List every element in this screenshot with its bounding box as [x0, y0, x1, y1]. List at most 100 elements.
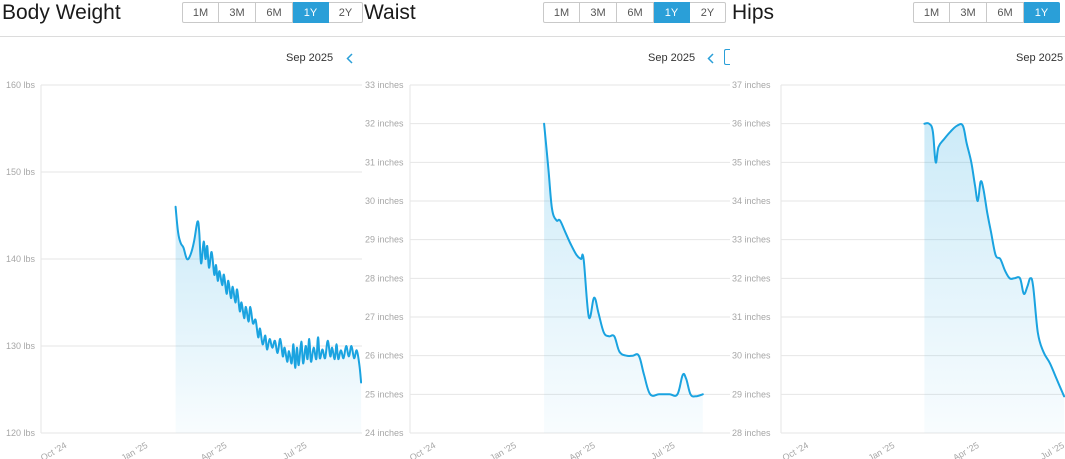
body-weight-data-point [317, 337, 318, 338]
body-weight-data-point [348, 356, 349, 357]
body-weight-data-point [197, 221, 198, 222]
hips-y-tick-label: 29 inches [732, 389, 771, 399]
waist-data-point [658, 394, 659, 395]
waist-range-3m-button[interactable]: 3M [580, 2, 617, 23]
waist-data-point [632, 355, 633, 356]
waist-data-point [619, 351, 620, 352]
body-weight-data-point [228, 280, 229, 281]
hips-data-point [932, 131, 933, 132]
hips-data-point [943, 139, 944, 140]
body-weight-range-1y-button[interactable]: 1Y [293, 2, 329, 23]
waist-title: Waist [364, 1, 416, 24]
hips-y-tick-label: 35 inches [732, 157, 771, 167]
body-weight-data-point [207, 245, 208, 246]
body-weight-data-point [313, 347, 314, 348]
body-weight-data-point [239, 311, 240, 312]
hips-data-point [987, 212, 988, 213]
body-weight-range-2y-button[interactable]: 2Y [329, 2, 363, 23]
waist-x-tick-label: Oct '24 [408, 440, 437, 459]
hips-range-1y-button[interactable]: 1Y [1024, 2, 1060, 23]
hips-data-point [1043, 351, 1044, 352]
body-weight-range-1m-button[interactable]: 1M [182, 2, 219, 23]
hips-data-point [928, 123, 929, 124]
body-weight-data-point [235, 302, 236, 303]
body-weight-divider [0, 36, 362, 37]
hips-data-point [1027, 285, 1028, 286]
waist-data-point [626, 355, 627, 356]
waist-data-point [544, 123, 545, 124]
hips-area-fill [924, 123, 1065, 434]
waist-data-point [695, 396, 696, 397]
body-weight-data-point [223, 274, 224, 275]
body-weight-area-fill [175, 206, 362, 433]
body-weight-month-label: Sep 2025 [286, 52, 334, 64]
body-weight-data-point [175, 206, 176, 207]
body-weight-data-point [282, 356, 283, 357]
body-weight-data-point [272, 347, 273, 348]
hips-x-tick-label: Oct '24 [781, 440, 810, 459]
hips-data-point [1004, 270, 1005, 271]
hips-y-tick-label: 32 inches [732, 273, 771, 283]
hips-data-point [1000, 258, 1001, 259]
waist-range-1y-button[interactable]: 1Y [654, 2, 690, 23]
waist-area-fill [544, 123, 703, 433]
body-weight-chart: 120 lbs 130 lbs 140 lbs 150 lbs 160 lbs Oct '… [6, 80, 362, 459]
hips-chart: 28 inches 29 inches 30 inches 31 inches 32 i… [732, 80, 1065, 459]
body-weight-data-point [183, 247, 184, 248]
body-weight-range-6m-button[interactable]: 6M [256, 2, 293, 23]
waist-y-tick-label: 31 inches [365, 157, 404, 167]
hips-range-6m-button[interactable]: 6M [987, 2, 1024, 23]
body-weight-data-point [259, 328, 260, 329]
waist-data-point [702, 394, 703, 395]
body-weight-data-point [265, 335, 266, 336]
waist-y-tick-label: 29 inches [365, 235, 404, 245]
waist-chevron-left-icon[interactable] [703, 48, 717, 68]
body-weight-data-point [330, 356, 331, 357]
hips-divider [730, 36, 1065, 37]
waist-data-point [565, 231, 566, 232]
waist-data-point [594, 297, 595, 298]
waist-x-tick-label: Jan '25 [488, 440, 518, 459]
waist-data-point [690, 394, 691, 395]
waist-data-point [603, 332, 604, 333]
waist-data-point [598, 313, 599, 314]
body-weight-data-point [241, 302, 242, 303]
body-weight-data-point [291, 363, 292, 364]
body-weight-data-point [211, 251, 212, 252]
waist-range-6m-button[interactable]: 6M [617, 2, 654, 23]
body-weight-data-point [215, 264, 216, 265]
waist-y-tick-label: 27 inches [365, 312, 404, 322]
hips-data-point [971, 162, 972, 163]
body-weight-data-point [356, 350, 357, 351]
waist-y-tick-label: 30 inches [365, 196, 404, 206]
waist-range-2y-button[interactable]: 2Y [690, 2, 726, 23]
hips-x-tick-label: Jan '25 [866, 440, 896, 459]
body-weight-data-point [178, 232, 179, 233]
hips-range-1m-button[interactable]: 1M [913, 2, 950, 23]
body-weight-data-point [226, 293, 227, 294]
hips-y-tick-label: 28 inches [732, 428, 771, 438]
body-weight-data-point [346, 345, 347, 346]
hips-data-point [1056, 378, 1057, 379]
body-weight-x-tick-label: Jan '25 [119, 440, 149, 459]
body-weight-data-point [310, 361, 311, 362]
body-weight-x-tick-label: Jul '25 [281, 440, 308, 459]
body-weight-chevron-left-icon[interactable] [342, 48, 356, 68]
waist-range-1m-button[interactable]: 1M [543, 2, 580, 23]
hips-y-tick-label: 30 inches [732, 351, 771, 361]
body-weight-data-point [250, 306, 251, 307]
body-weight-x-tick-label: Apr '25 [199, 440, 228, 459]
waist-calendar-icon[interactable] [724, 49, 730, 65]
body-weight-data-point [280, 338, 281, 339]
body-weight-range-selector: 1M 3M 6M 1Y 2Y [182, 2, 363, 23]
hips-data-point [1063, 396, 1064, 397]
hips-data-point [957, 125, 958, 126]
hips-range-3m-button[interactable]: 3M [950, 2, 987, 23]
waist-data-point [608, 336, 609, 337]
body-weight-data-point [200, 263, 201, 264]
hips-data-point [990, 231, 991, 232]
body-weight-title: Body Weight [2, 1, 121, 24]
waist-data-point [682, 374, 683, 375]
waist-data-point [669, 394, 670, 395]
body-weight-range-3m-button[interactable]: 3M [219, 2, 256, 23]
